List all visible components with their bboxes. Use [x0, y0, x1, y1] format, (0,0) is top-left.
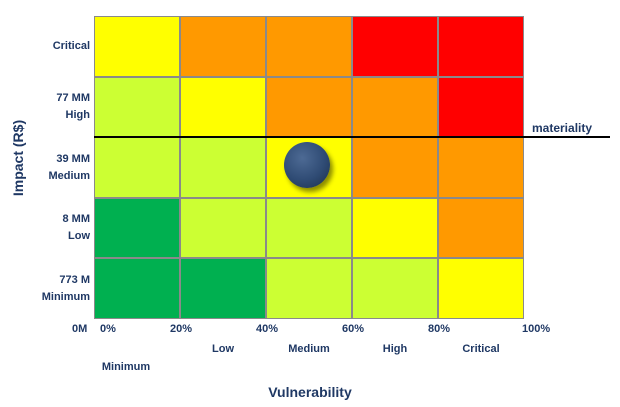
x-tick-label: 100%: [522, 323, 551, 335]
matrix-cell: [94, 16, 180, 77]
y-tick-value: 77 MM: [56, 91, 90, 104]
x-tick-label: 60%: [342, 323, 365, 335]
matrix-cell: [180, 137, 266, 198]
materiality-line: [94, 136, 610, 138]
y-tick-label: 39 MM Medium: [0, 151, 90, 185]
y-tick-level: Minimum: [41, 290, 90, 303]
matrix-cell: [352, 258, 438, 319]
y-tick-label: 773 M Minimum: [0, 272, 90, 306]
y-tick-level: Medium: [48, 169, 90, 182]
y-tick-value: 773 M: [59, 273, 90, 286]
matrix-cell: [180, 258, 266, 319]
matrix-cell: [438, 137, 524, 198]
x-category-label: Critical: [462, 343, 500, 355]
matrix-cell: [352, 16, 438, 77]
x-category-label: Low: [212, 343, 234, 355]
matrix-cell: [180, 76, 266, 138]
materiality-label: materiality: [532, 121, 593, 135]
matrix-cell: [352, 197, 438, 259]
y-axis-title: Impact (R$): [10, 119, 26, 197]
x-category-label: Medium: [288, 343, 330, 355]
y-origin-label: 0M: [72, 323, 88, 335]
matrix-cell: [266, 16, 352, 77]
matrix-cell: [438, 76, 524, 138]
risk-matrix-grid: [94, 16, 524, 319]
matrix-cell: [266, 197, 352, 259]
matrix-cell: [94, 137, 180, 198]
matrix-cell: [352, 76, 438, 138]
risk-point-marker: [284, 141, 330, 188]
y-tick-level: High: [65, 108, 90, 121]
x-tick-label: 80%: [428, 323, 451, 335]
matrix-cell: [266, 258, 352, 319]
matrix-cell: [94, 258, 180, 319]
matrix-cell: [94, 197, 180, 259]
x-tick-label: 20%: [170, 323, 193, 335]
matrix-cell: [352, 137, 438, 198]
matrix-cell: [180, 197, 266, 259]
y-tick-label: 77 MM High: [0, 90, 90, 124]
matrix-cell: [438, 197, 524, 259]
y-tick-label: 8 MM Low: [0, 211, 91, 245]
x-tick-label: 40%: [256, 323, 279, 335]
matrix-cell: [180, 16, 266, 77]
matrix-cell: [438, 16, 524, 77]
matrix-cell: [438, 258, 524, 319]
y-tick-value: 39 MM: [56, 152, 90, 165]
y-tick-label: Critical: [52, 40, 90, 53]
x-category-label: High: [382, 343, 408, 355]
matrix-cell: [266, 76, 352, 138]
x-category-label: Minimum: [101, 361, 151, 373]
x-tick-label: 0%: [100, 323, 116, 335]
x-axis-title: Vulnerability: [268, 384, 352, 400]
y-tick-level: Low: [68, 230, 90, 243]
matrix-cell: [94, 76, 180, 138]
y-tick-value: 8 MM: [62, 213, 91, 226]
